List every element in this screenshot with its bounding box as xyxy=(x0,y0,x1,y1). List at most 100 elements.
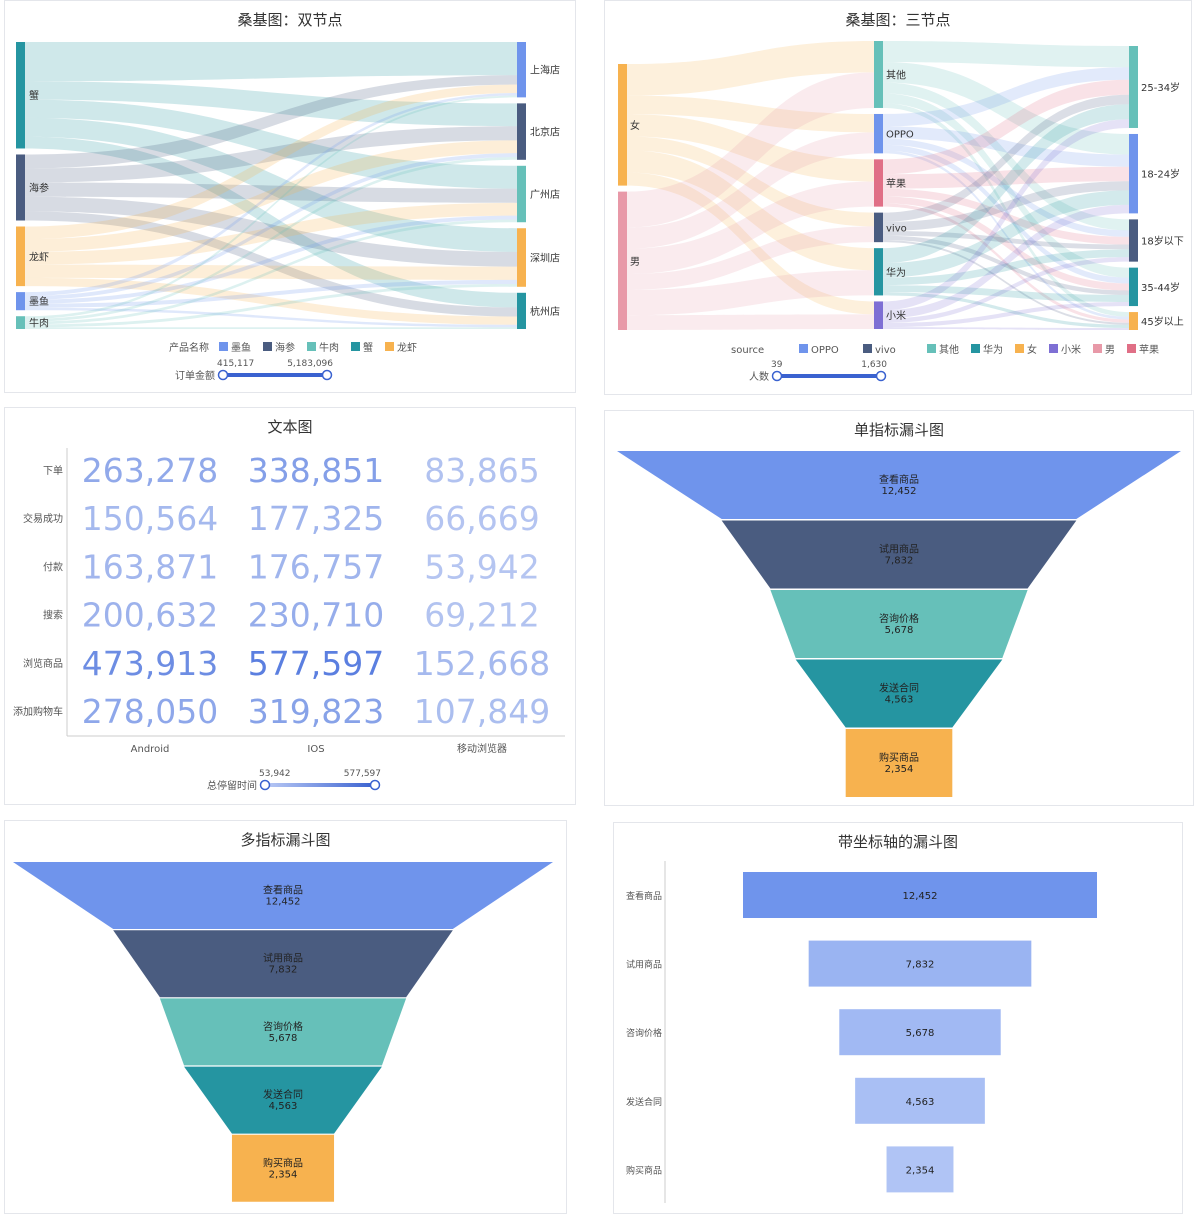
text-value: 177,325 xyxy=(248,499,384,538)
sankey-node xyxy=(16,316,25,329)
sankey-link xyxy=(883,150,1129,320)
funnel-segment xyxy=(184,1066,382,1134)
sankey-link xyxy=(25,279,517,308)
sankey-link xyxy=(883,292,1129,329)
sankey-node xyxy=(618,64,627,186)
sankey-node xyxy=(1129,46,1138,128)
funnel-stage-label: 试用商品 xyxy=(263,952,303,965)
sankey-link xyxy=(25,264,517,280)
y-tick-label: 浏览商品 xyxy=(23,657,63,670)
sankey-link xyxy=(627,150,874,271)
funnel-value-label: 5,678 xyxy=(885,625,914,636)
sankey-link xyxy=(883,181,1129,231)
sankey-link xyxy=(883,327,1129,330)
bar-value-label: 4,563 xyxy=(906,1097,935,1108)
sankey-link xyxy=(883,257,1129,324)
range-min: 415,117 xyxy=(217,359,254,369)
node-label: 华为 xyxy=(886,266,906,279)
text-value: 278,050 xyxy=(82,692,218,731)
node-label: 35-44岁 xyxy=(1141,281,1180,294)
funnel-value-label: 4,563 xyxy=(269,1101,298,1112)
bar-value-label: 2,354 xyxy=(906,1165,935,1176)
node-label: 18-24岁 xyxy=(1141,168,1180,181)
sankey-link xyxy=(25,277,517,325)
sankey-link xyxy=(883,94,1129,222)
sankey-node xyxy=(1129,312,1138,330)
sankey-link xyxy=(25,117,517,252)
node-label: 男 xyxy=(630,256,640,268)
sankey-link xyxy=(627,41,874,96)
funnel-value-label: 12,452 xyxy=(266,897,301,908)
sankey-link xyxy=(25,182,517,203)
sankey-node xyxy=(874,301,883,329)
node-label: 杭州店 xyxy=(530,305,560,318)
sankey-link xyxy=(25,99,517,189)
sankey-node xyxy=(1129,219,1138,262)
sankey-link xyxy=(883,190,1129,278)
legend-item: 墨鱼 xyxy=(231,341,251,354)
legend-item: 海参 xyxy=(275,341,295,354)
text-value: 176,757 xyxy=(248,547,384,586)
text-value: 66,669 xyxy=(424,499,539,538)
legend-item: 男 xyxy=(1105,344,1115,356)
range-track xyxy=(265,783,375,787)
sankey-link xyxy=(627,314,874,330)
funnel-segment xyxy=(159,998,407,1066)
sankey-link xyxy=(883,103,1129,317)
range-handle-max xyxy=(321,369,333,381)
range-min: 53,942 xyxy=(259,769,291,779)
sankey-node xyxy=(16,292,25,311)
node-label: 18岁以下 xyxy=(1141,235,1184,248)
sankey-link xyxy=(883,79,1129,175)
sankey-node xyxy=(1129,133,1138,214)
funnel-stage-label: 购买商品 xyxy=(879,751,919,764)
range-max: 577,597 xyxy=(344,769,381,779)
chart-title: 桑基图：双节点 xyxy=(237,11,343,29)
y-tick-label: 咨询价格 xyxy=(626,1027,662,1039)
bar-value-label: 5,678 xyxy=(906,1028,935,1039)
bar-value-label: 7,832 xyxy=(906,960,935,971)
range-handle-max xyxy=(369,779,381,791)
text-value: 163,871 xyxy=(82,547,218,586)
sankey-link xyxy=(883,93,1129,278)
text-value: 83,865 xyxy=(424,451,539,490)
text-value: 263,278 xyxy=(82,451,218,490)
sankey-link xyxy=(25,307,517,328)
sankey-link xyxy=(883,203,1129,323)
sankey-link xyxy=(627,226,874,290)
y-tick-label: 试用商品 xyxy=(626,959,662,971)
node-label: vivo xyxy=(886,223,907,234)
bar-value-label: 12,452 xyxy=(903,891,938,902)
y-tick-label: 交易成功 xyxy=(23,512,63,525)
sankey-node xyxy=(874,113,883,154)
funnel-value-label: 7,832 xyxy=(269,965,298,976)
funnel-bar xyxy=(743,872,1097,918)
sankey-link xyxy=(883,104,1129,264)
range-handle-min xyxy=(217,369,229,381)
sankey-link xyxy=(883,230,1129,250)
legend-item: vivo xyxy=(875,345,896,356)
node-label: 龙虾 xyxy=(29,250,49,263)
chart-title: 带坐标轴的漏斗图 xyxy=(837,833,958,851)
sankey-link xyxy=(25,211,517,317)
node-label: 深圳店 xyxy=(530,252,560,265)
range-max: 5,183,096 xyxy=(287,359,333,369)
sankey-link xyxy=(883,62,1129,155)
text-value: 69,212 xyxy=(424,596,539,635)
funnel-stage-label: 查看商品 xyxy=(263,884,303,897)
sankey-link xyxy=(883,41,1129,68)
legend-item: OPPO xyxy=(811,345,839,356)
range-track xyxy=(223,373,327,377)
sankey-link xyxy=(883,204,1129,319)
legend-swatch xyxy=(863,344,872,353)
sankey-link xyxy=(25,215,517,304)
funnel-stage-label: 发送合同 xyxy=(879,682,919,695)
node-label: 广州店 xyxy=(530,188,560,201)
funnel-segment xyxy=(617,451,1181,519)
y-tick-label: 搜索 xyxy=(43,609,63,622)
funnel-stage-label: 试用商品 xyxy=(879,543,919,556)
funnel-stage-label: 发送合同 xyxy=(263,1088,303,1101)
funnel-stage-label: 查看商品 xyxy=(879,473,919,486)
sankey-link xyxy=(883,249,1129,286)
